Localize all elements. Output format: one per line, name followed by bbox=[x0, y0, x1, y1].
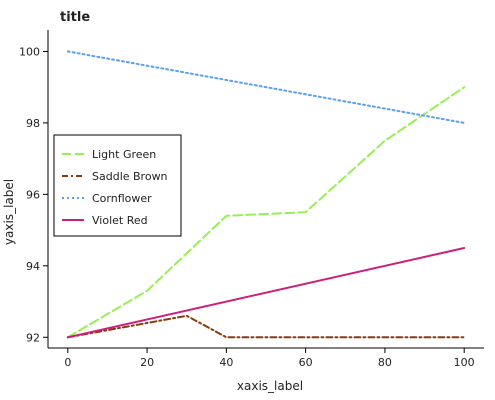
series-line-saddle-brown bbox=[66, 314, 466, 339]
legend-label: Violet Red bbox=[92, 214, 148, 227]
y-tick-label: 94 bbox=[26, 260, 40, 273]
x-tick-label: 80 bbox=[378, 356, 392, 369]
legend: Light Green Saddle Brown Cornflower Violet … bbox=[53, 134, 182, 237]
x-tick-label: 20 bbox=[140, 356, 154, 369]
x-tick-label: 60 bbox=[299, 356, 313, 369]
legend-label: Light Green bbox=[92, 148, 156, 161]
legend-label: Saddle Brown bbox=[92, 170, 168, 183]
series-line-cornflower bbox=[66, 50, 466, 124]
y-tick-label: 96 bbox=[26, 188, 40, 201]
series-line-violet-red bbox=[66, 247, 466, 339]
legend-label: Cornflower bbox=[92, 192, 152, 205]
y-axis-label: yaxis_label bbox=[2, 179, 16, 245]
x-tick-label: 0 bbox=[64, 356, 71, 369]
series-line-light-green bbox=[66, 86, 466, 339]
y-tick-label: 98 bbox=[26, 117, 40, 130]
y-tick-label: 100 bbox=[19, 45, 40, 58]
axis-ticks: 0 20 40 60 80 100 92 94 96 98 100 bbox=[19, 45, 475, 369]
chart-title: title bbox=[60, 10, 90, 25]
plot-area bbox=[66, 50, 466, 339]
x-tick-label: 100 bbox=[454, 356, 475, 369]
x-axis-label: xaxis_label bbox=[237, 379, 303, 393]
y-tick-label: 92 bbox=[26, 331, 40, 344]
x-tick-label: 40 bbox=[219, 356, 233, 369]
